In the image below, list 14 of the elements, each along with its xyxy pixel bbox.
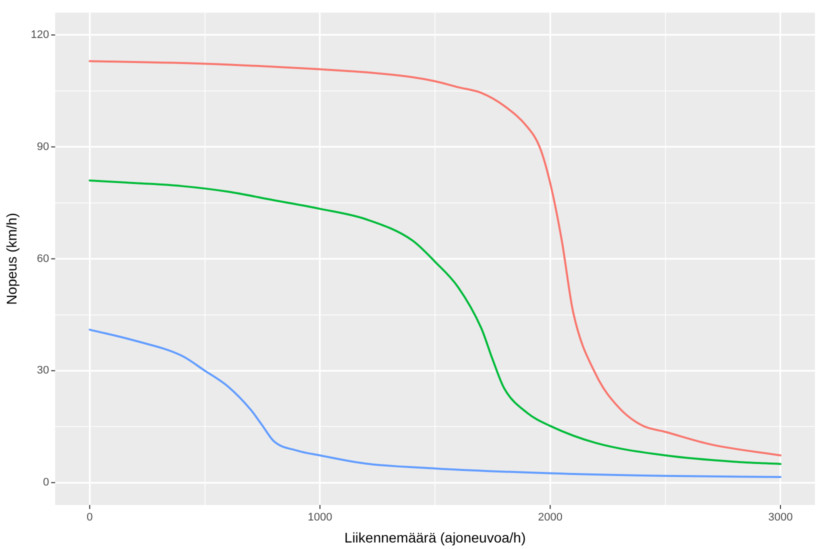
line-series — [88, 179, 782, 465]
y-tick-label: 60 — [36, 252, 50, 265]
y-tick-label: 120 — [30, 29, 50, 42]
x-tick-label: 2000 — [538, 512, 562, 524]
x-tick-label: 0 — [86, 512, 93, 524]
y-tick-label: 0 — [43, 476, 50, 489]
y-tick-label: 30 — [36, 364, 50, 377]
y-tick-label: 90 — [36, 140, 50, 153]
x-tick-label: 3000 — [768, 512, 793, 524]
line-series — [88, 60, 782, 456]
x-tick-label: 1000 — [308, 512, 332, 524]
x-axis-title: Liikennemäärä (ajoneuvoa/h) — [344, 529, 526, 546]
y-axis-title: Nopeus (km/h) — [3, 212, 20, 305]
line-series — [88, 328, 782, 478]
